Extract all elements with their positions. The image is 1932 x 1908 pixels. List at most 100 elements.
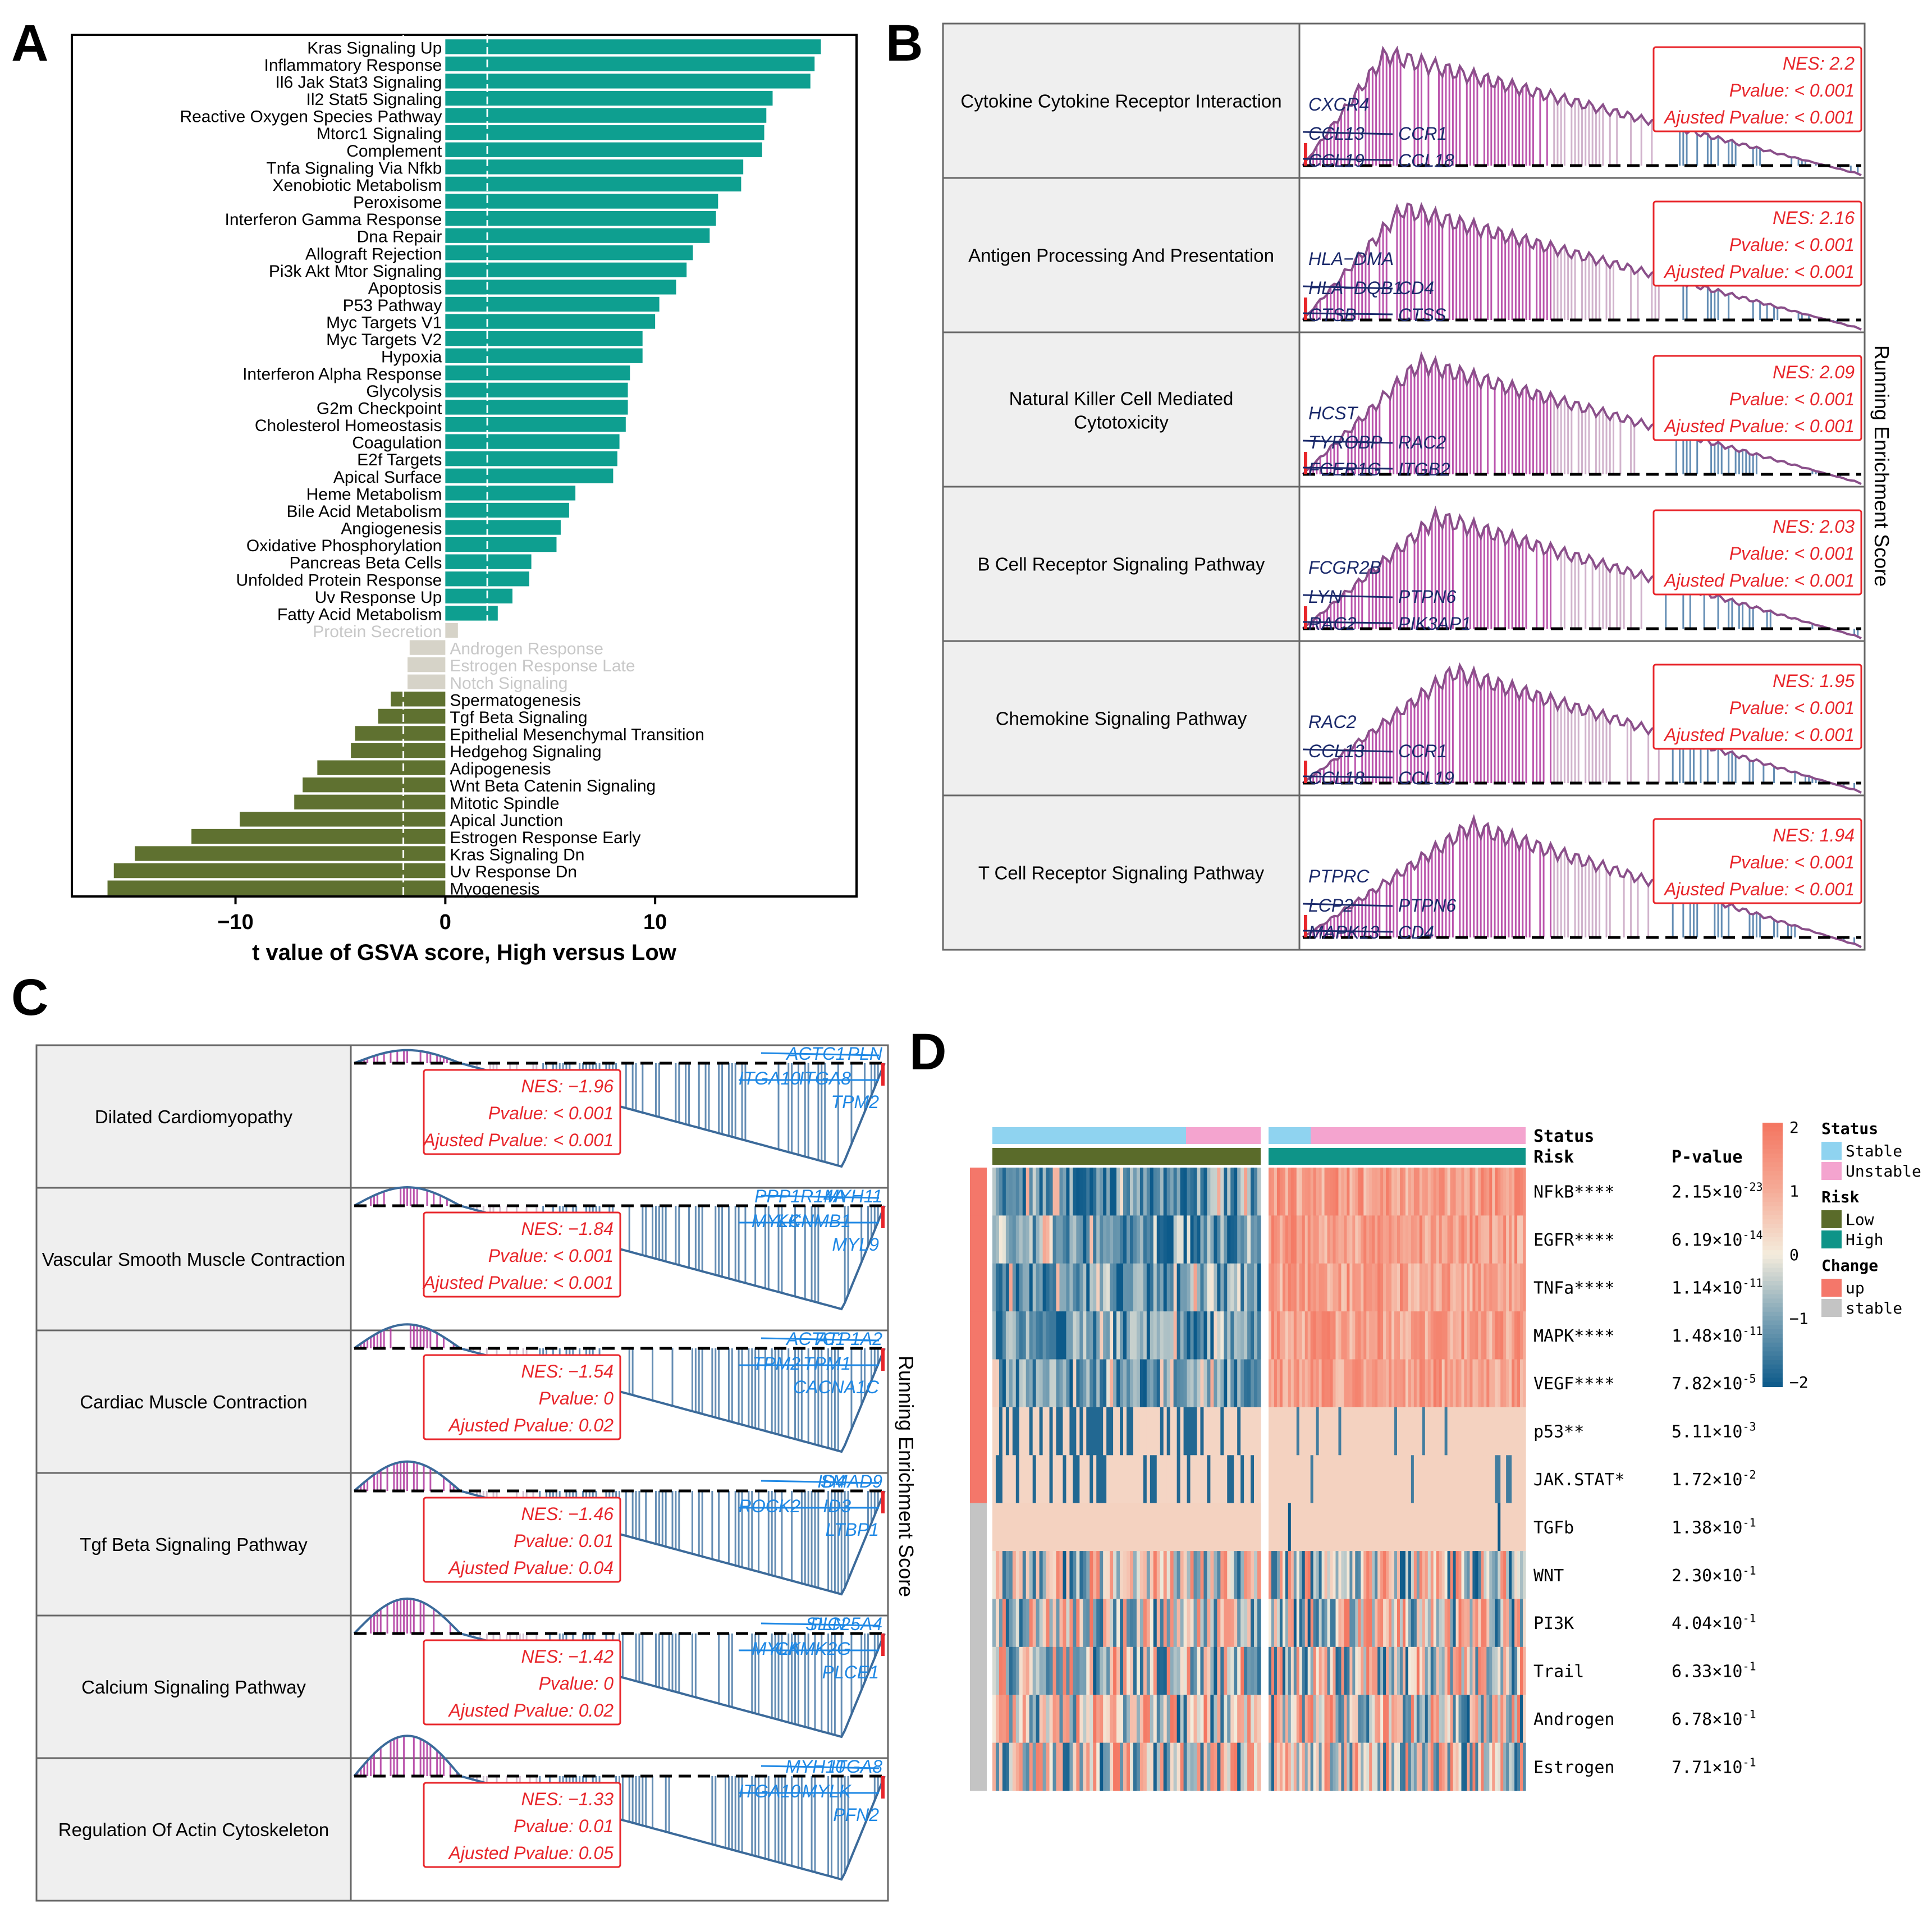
heatmap-cell bbox=[1106, 1311, 1110, 1360]
heatmap-cell bbox=[1180, 1359, 1184, 1408]
legend-item-label: up bbox=[1846, 1279, 1865, 1297]
heatmap-cell bbox=[1478, 1168, 1481, 1216]
heatmap-cell bbox=[1419, 1599, 1423, 1648]
heatmap-cell bbox=[1355, 1503, 1358, 1552]
heatmap-cell bbox=[1296, 1215, 1300, 1264]
heatmap-cell bbox=[1042, 1742, 1047, 1791]
heatmap-cell bbox=[1293, 1599, 1297, 1648]
heatmap-cell bbox=[1257, 1407, 1261, 1456]
heatmap-cell bbox=[1506, 1359, 1509, 1408]
heatmap-cell bbox=[1425, 1215, 1429, 1264]
heatmap-cell bbox=[1046, 1646, 1050, 1695]
heatmap-cell bbox=[1347, 1359, 1350, 1408]
heatmap-cell bbox=[1377, 1742, 1381, 1791]
heatmap-cell bbox=[1478, 1646, 1481, 1695]
heatmap-cell bbox=[1455, 1311, 1459, 1360]
heatmap-cell bbox=[1240, 1695, 1244, 1744]
heatmap-cell bbox=[1467, 1455, 1471, 1504]
heatmap-cell bbox=[1039, 1695, 1043, 1744]
heatmap-cell bbox=[1433, 1215, 1437, 1264]
heatmap-cell bbox=[1089, 1168, 1093, 1216]
heatmap-cell bbox=[1366, 1695, 1370, 1744]
change-bar-cell bbox=[970, 1263, 987, 1312]
heatmap-cell bbox=[1310, 1695, 1314, 1744]
heatmap-cell bbox=[1475, 1407, 1478, 1456]
panel-b-row-0: Cytokine Cytokine Receptor InteractionNE… bbox=[942, 22, 1866, 179]
heatmap-cell bbox=[1009, 1503, 1013, 1552]
heatmap-cell bbox=[1133, 1599, 1137, 1648]
colorbar-step bbox=[1762, 1378, 1783, 1383]
heatmap-cell bbox=[1089, 1646, 1093, 1695]
hit-lines bbox=[1305, 509, 1859, 637]
heatmap-cell bbox=[1136, 1168, 1141, 1216]
heatmap-cell bbox=[1397, 1215, 1400, 1264]
heatmap-cell bbox=[1019, 1695, 1023, 1744]
heatmap-cell bbox=[1304, 1695, 1308, 1744]
heatmap-cell bbox=[1139, 1503, 1144, 1552]
heatmap-cell bbox=[1197, 1599, 1201, 1648]
heatmap-cell bbox=[1514, 1215, 1518, 1264]
heatmap-cell bbox=[1333, 1263, 1336, 1312]
gene-arrow bbox=[1302, 930, 1393, 933]
heatmap-cell bbox=[1288, 1215, 1292, 1264]
heatmap-cell bbox=[1333, 1695, 1336, 1744]
heatmap-cell bbox=[1484, 1455, 1487, 1504]
heatmap-cell bbox=[1113, 1215, 1117, 1264]
heatmap-cell bbox=[1156, 1311, 1161, 1360]
heatmap-cell bbox=[1052, 1215, 1057, 1264]
heatmap-cell bbox=[1015, 1551, 1020, 1599]
heatmap-cell bbox=[1139, 1695, 1144, 1744]
gene-label: TPM2 bbox=[753, 1353, 801, 1374]
heatmap-cell bbox=[1106, 1455, 1110, 1504]
row-label: VEGF**** bbox=[1533, 1374, 1615, 1394]
colorbar-step bbox=[1762, 1232, 1783, 1238]
heatmap-cell bbox=[1116, 1503, 1120, 1552]
panel-b-y-axis-title: Running Enrichment Score bbox=[1870, 345, 1893, 587]
heatmap-cell bbox=[1399, 1551, 1403, 1599]
heatmap-cell bbox=[1464, 1695, 1468, 1744]
heatmap-cell bbox=[1180, 1551, 1184, 1599]
heatmap-cell bbox=[1402, 1168, 1406, 1216]
heatmap-cell bbox=[1383, 1503, 1386, 1552]
colorbar-step bbox=[1762, 1224, 1783, 1229]
heatmap-cell bbox=[1464, 1215, 1468, 1264]
heatmap-cell bbox=[1310, 1599, 1314, 1648]
heatmap-cell bbox=[1386, 1646, 1389, 1695]
heatmap-cell bbox=[1187, 1455, 1191, 1504]
heatmap-cell bbox=[1372, 1742, 1375, 1791]
p-value-exponent: -2 bbox=[1742, 1468, 1756, 1481]
heatmap-cell bbox=[1324, 1407, 1328, 1456]
bar-49 bbox=[107, 880, 446, 895]
heatmap-cell bbox=[1399, 1215, 1403, 1264]
heatmap-cell bbox=[1302, 1215, 1306, 1264]
heatmap-cell bbox=[1113, 1503, 1117, 1552]
running-es-curve bbox=[1302, 351, 1862, 486]
heatmap-cell bbox=[1110, 1215, 1114, 1264]
heatmap-cell bbox=[1002, 1695, 1006, 1744]
heatmap-cell bbox=[1096, 1503, 1100, 1552]
heatmap-cell bbox=[1143, 1646, 1147, 1695]
heatmap-cell bbox=[1076, 1311, 1080, 1360]
heatmap-cell bbox=[1123, 1263, 1127, 1312]
heatmap-cell bbox=[1063, 1168, 1067, 1216]
heatmap-cell bbox=[1269, 1311, 1272, 1360]
heatmap-cell bbox=[1214, 1646, 1217, 1695]
heatmap-cell bbox=[1361, 1407, 1364, 1456]
heatmap-cell bbox=[1207, 1311, 1211, 1360]
heatmap-cell bbox=[1146, 1455, 1151, 1504]
heatmap-cell bbox=[1380, 1168, 1384, 1216]
heatmap-cell bbox=[1453, 1215, 1457, 1264]
heatmap-cell bbox=[1190, 1215, 1194, 1264]
heatmap-cell bbox=[1394, 1646, 1398, 1695]
heatmap-cell bbox=[1369, 1455, 1372, 1504]
heatmap-cell bbox=[1433, 1359, 1437, 1408]
heatmap-cell bbox=[1046, 1263, 1050, 1312]
heatmap-cell bbox=[1495, 1646, 1498, 1695]
heatmap-cell bbox=[1240, 1742, 1244, 1791]
heatmap-cell bbox=[1271, 1263, 1275, 1312]
heatmap-cell bbox=[1224, 1407, 1228, 1456]
heatmap-cell bbox=[1276, 1455, 1280, 1504]
colorbar-step bbox=[1762, 1294, 1783, 1300]
heatmap-cell bbox=[1160, 1263, 1164, 1312]
